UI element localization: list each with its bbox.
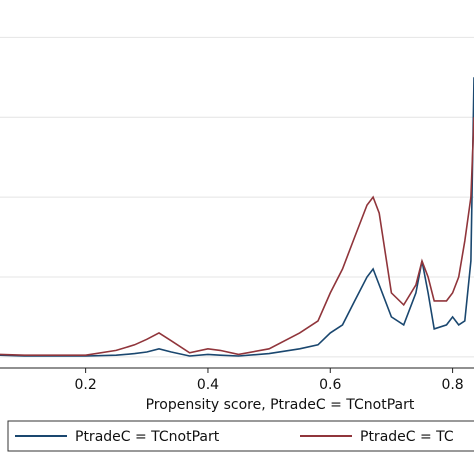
x-tick-label: 0.4: [197, 377, 219, 393]
x-tick-label: 0.2: [74, 377, 96, 393]
line: [0, 117, 474, 356]
x-tick-label: 0.6: [319, 377, 341, 393]
x-axis-label: Propensity score, PtradeC = TCnotPart: [146, 397, 415, 413]
x-tick-label: 0.8: [441, 377, 463, 393]
legend-box: [7, 420, 474, 452]
legend-label: PtradeC = TCnotPart: [75, 429, 220, 445]
legend-label: PtradeC = TC: [360, 429, 454, 445]
line: [0, 77, 474, 357]
